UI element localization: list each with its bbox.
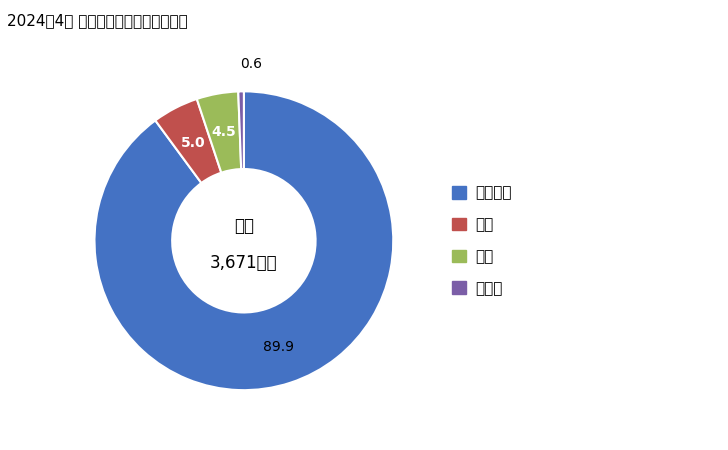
Text: 3,671万円: 3,671万円 <box>210 254 277 272</box>
Wedge shape <box>155 99 221 183</box>
Wedge shape <box>95 91 393 390</box>
Text: 0.6: 0.6 <box>240 58 263 72</box>
Legend: イタリア, 中国, 台湾, その他: イタリア, 中国, 台湾, その他 <box>446 180 518 302</box>
Wedge shape <box>197 91 241 173</box>
Text: 5.0: 5.0 <box>181 135 205 149</box>
Text: 4.5: 4.5 <box>212 125 237 139</box>
Text: 総額: 総額 <box>234 217 254 235</box>
Text: 2024年4月 輸入相手国のシェア（％）: 2024年4月 輸入相手国のシェア（％） <box>7 14 188 28</box>
Text: 89.9: 89.9 <box>264 340 294 354</box>
Wedge shape <box>238 91 244 169</box>
